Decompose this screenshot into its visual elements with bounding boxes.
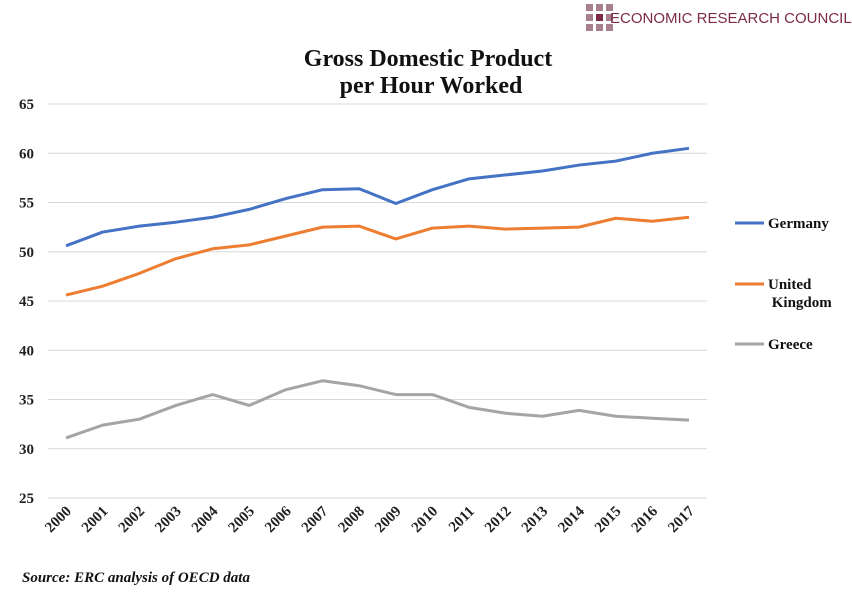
x-tick-label: 2011 — [446, 504, 478, 536]
chart-title: Gross Domestic Product per Hour Worked — [304, 46, 552, 99]
x-tick-label: 2010 — [409, 504, 442, 537]
line — [65, 215, 690, 297]
x-tick-label: 2013 — [519, 504, 552, 537]
legend-label: United Kingdom — [768, 277, 832, 311]
y-tick-label: 50 — [19, 245, 34, 261]
logo-icon — [586, 4, 613, 31]
x-tick-label: 2017 — [665, 503, 698, 536]
y-tick-label: 45 — [19, 294, 34, 310]
y-tick-label: 60 — [19, 146, 34, 162]
logo-text: ECONOMIC RESEARCH COUNCIL — [610, 10, 852, 27]
legend-label: Greece — [768, 337, 813, 353]
x-tick-label: 2002 — [116, 504, 149, 537]
x-tick-label: 2004 — [189, 503, 222, 536]
x-tick-label: 2009 — [372, 504, 405, 537]
y-tick-label: 25 — [19, 491, 34, 507]
x-tick-label: 2015 — [592, 504, 625, 537]
source: Source: ERC analysis of OECD data — [22, 570, 250, 586]
y-tick-label: 35 — [19, 393, 34, 409]
x-tick-label: 2007 — [299, 503, 332, 536]
x-tick-label: 2006 — [262, 503, 295, 536]
y-tick-label: 65 — [19, 97, 34, 113]
x-tick-label: 2005 — [226, 504, 259, 537]
x-tick-label: 2000 — [42, 504, 75, 537]
x-tick-label: 2016 — [629, 503, 662, 536]
legend-label: Germany — [768, 216, 829, 232]
x-tick-label: 2003 — [152, 504, 185, 537]
x-tick-label: 2014 — [555, 503, 588, 536]
y-tick-label: 40 — [19, 343, 34, 359]
x-tick-label: 2012 — [482, 504, 515, 537]
x-tick-label: 2008 — [335, 504, 368, 537]
y-tick-label: 55 — [19, 196, 34, 212]
y-tick-label: 30 — [19, 442, 34, 458]
line — [65, 146, 690, 248]
x-tick-label: 2001 — [79, 504, 112, 537]
line — [65, 379, 690, 440]
